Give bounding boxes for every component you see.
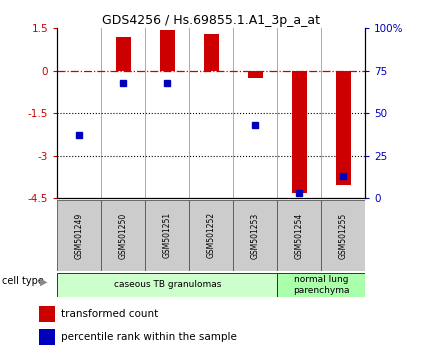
Text: GSM501253: GSM501253 xyxy=(251,212,260,258)
Bar xyxy=(145,200,189,271)
Bar xyxy=(160,30,175,71)
Text: normal lung
parenchyma: normal lung parenchyma xyxy=(293,275,349,295)
Text: GSM501255: GSM501255 xyxy=(339,212,348,258)
Bar xyxy=(292,71,307,193)
Bar xyxy=(277,200,321,271)
Bar xyxy=(116,37,131,71)
Title: GDS4256 / Hs.69855.1.A1_3p_a_at: GDS4256 / Hs.69855.1.A1_3p_a_at xyxy=(102,14,320,27)
Bar xyxy=(39,306,55,322)
Bar xyxy=(57,200,101,271)
Text: GSM501250: GSM501250 xyxy=(119,212,128,258)
Bar xyxy=(101,200,145,271)
Bar xyxy=(189,200,233,271)
Text: percentile rank within the sample: percentile rank within the sample xyxy=(61,332,237,342)
Text: caseous TB granulomas: caseous TB granulomas xyxy=(114,280,221,290)
Text: cell type: cell type xyxy=(2,276,44,286)
Text: GSM501249: GSM501249 xyxy=(75,212,84,258)
Bar xyxy=(204,34,219,71)
Text: GSM501254: GSM501254 xyxy=(295,212,304,258)
Text: GSM501251: GSM501251 xyxy=(163,212,172,258)
Bar xyxy=(57,273,277,297)
Text: GSM501252: GSM501252 xyxy=(207,212,216,258)
Bar xyxy=(321,200,365,271)
Bar xyxy=(277,273,365,297)
Bar xyxy=(248,71,263,78)
Text: ▶: ▶ xyxy=(40,276,47,286)
Bar xyxy=(336,71,351,185)
Bar xyxy=(39,329,55,345)
Bar xyxy=(233,200,277,271)
Text: transformed count: transformed count xyxy=(61,309,158,319)
